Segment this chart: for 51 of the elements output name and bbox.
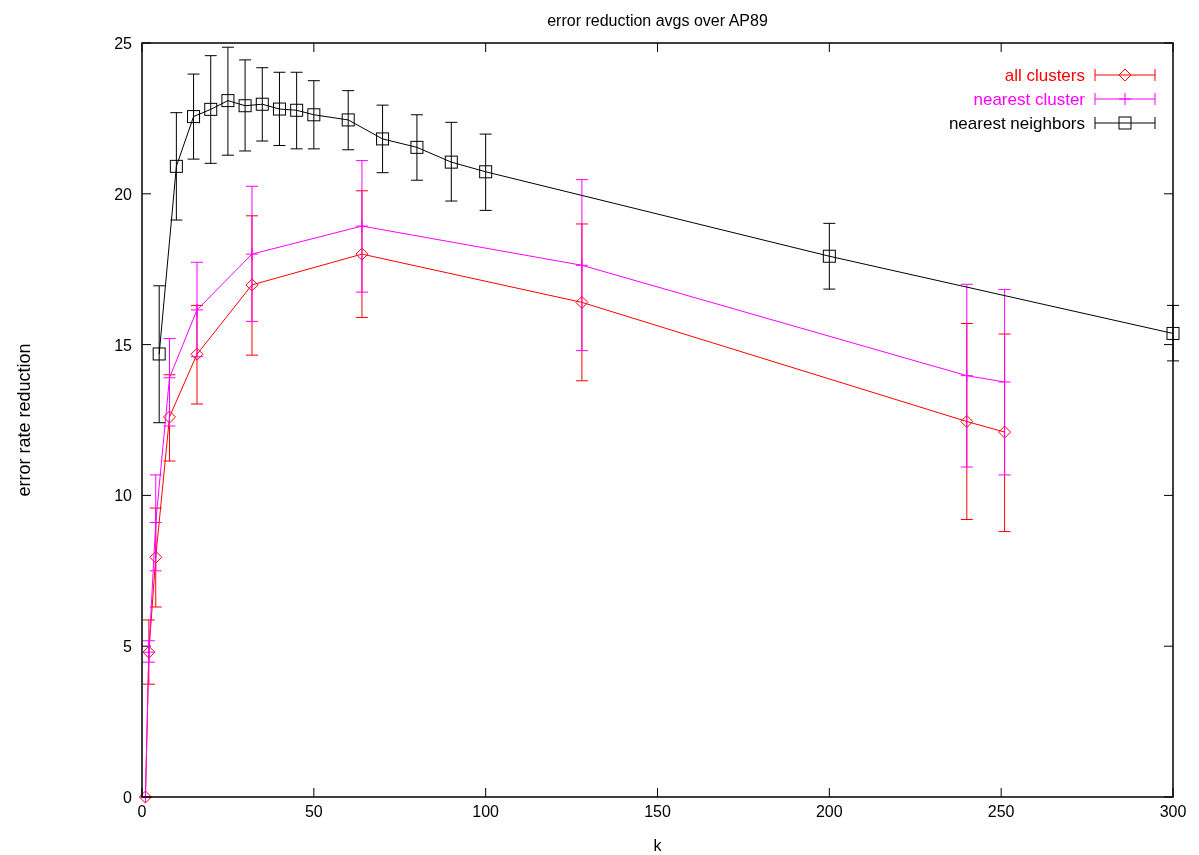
y-axis-title: error rate reduction [14,343,34,497]
point [255,97,269,111]
y-tick-label: 15 [114,336,133,354]
point [307,108,321,122]
point [998,425,1012,439]
legend-label: nearest cluster [973,90,1086,109]
point [245,278,259,292]
x-tick-label: 300 [1159,803,1187,820]
point [822,249,836,263]
y-tick-label: 25 [114,35,133,52]
point [169,159,183,173]
point [575,258,589,272]
point [162,410,176,424]
point [479,165,493,179]
x-tick-label: 200 [815,803,843,820]
point [444,155,458,169]
x-tick-label: 50 [304,803,323,820]
y-tick-label: 20 [114,185,133,203]
point [355,219,369,233]
x-tick-label: 250 [987,803,1015,820]
y-tick-label: 10 [114,487,133,505]
legend-label: all clusters [1004,66,1085,85]
point [149,550,163,564]
legend-label: nearest neighbors [948,114,1085,133]
point [355,247,369,261]
point [238,99,252,113]
point [410,140,424,154]
point [221,94,235,108]
point [149,516,163,530]
point [1166,326,1180,340]
point [341,113,355,127]
point [187,110,201,124]
point [190,347,204,361]
point [272,102,286,116]
point [998,375,1012,389]
point [245,247,259,261]
x-tick-label: 0 [137,803,147,820]
point [190,303,204,317]
chart-title: error reduction avgs over AP89 [547,12,768,29]
point [960,415,974,429]
x-tick-label: 100 [472,803,500,820]
y-tick-label: 0 [123,789,133,806]
point [376,132,390,146]
point [152,347,166,361]
point [290,103,304,117]
x-axis-title: k [653,837,663,854]
point [960,369,974,383]
y-tick-label: 5 [123,638,133,656]
point [204,102,218,116]
point [575,295,589,309]
x-tick-label: 150 [644,803,671,820]
